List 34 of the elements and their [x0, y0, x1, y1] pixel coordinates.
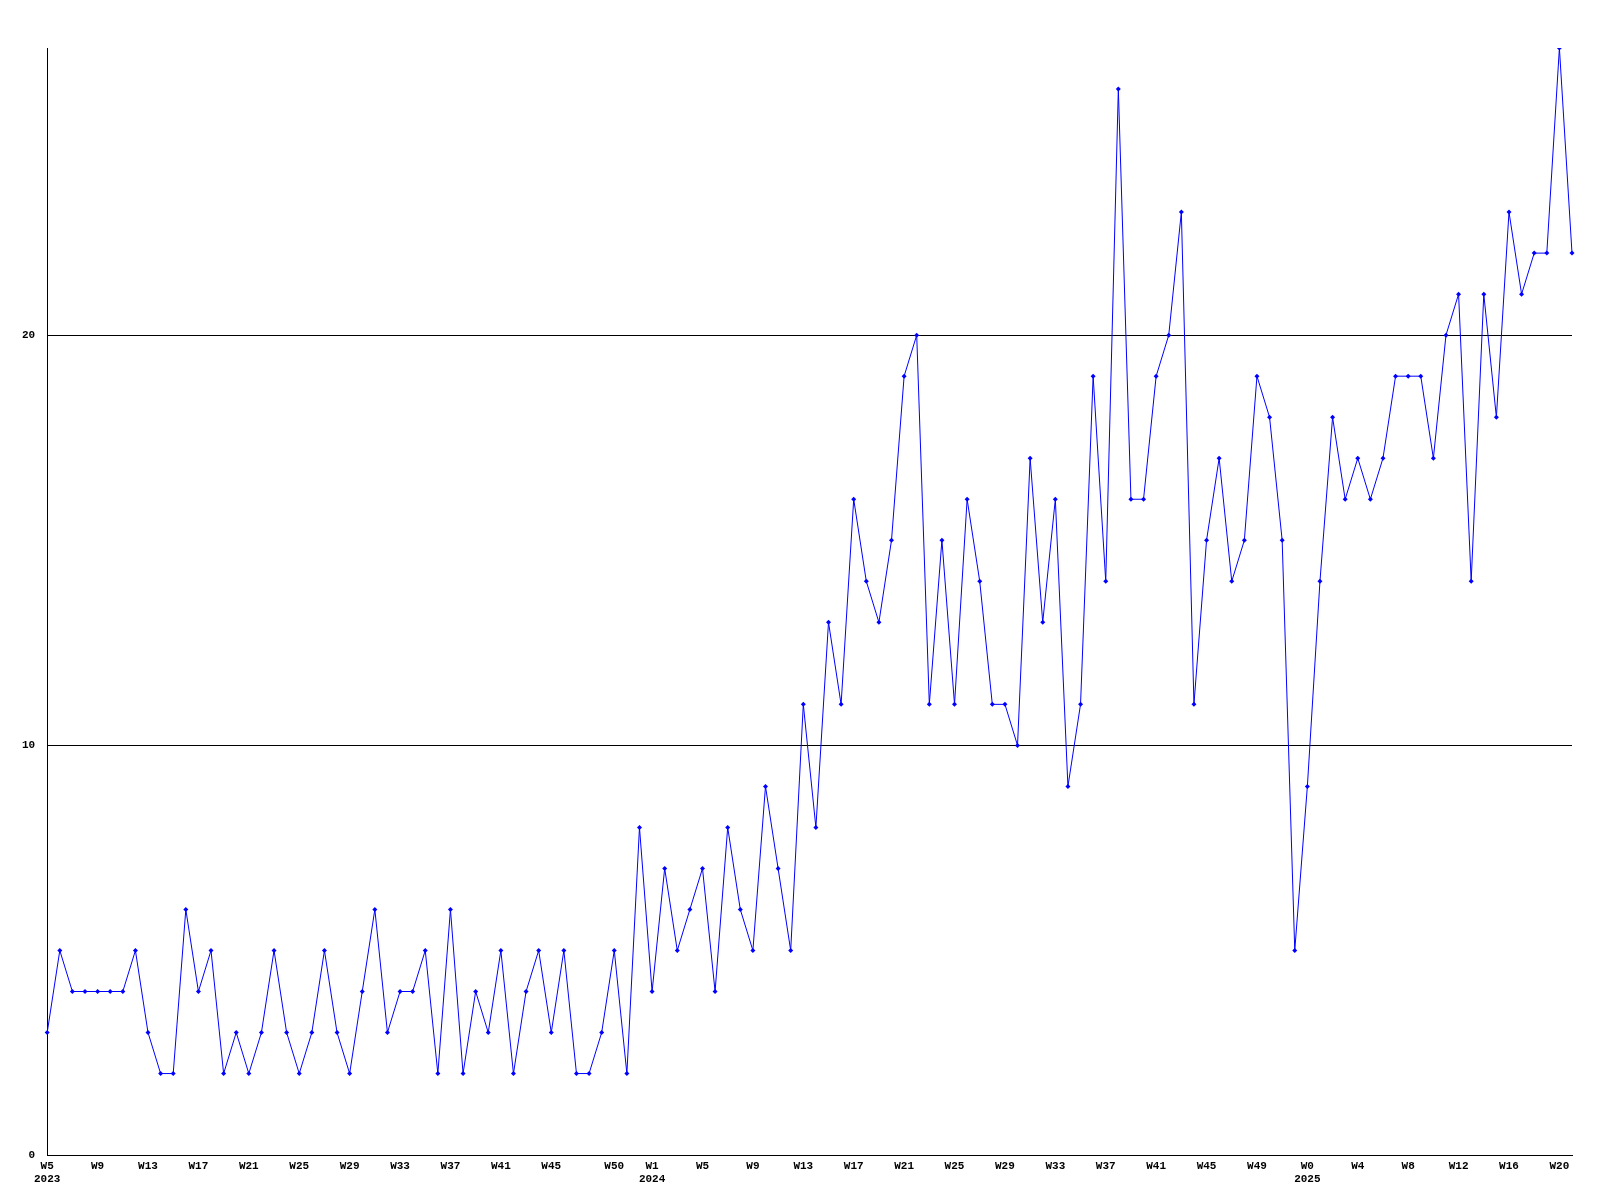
x-tick-label: W9	[91, 1159, 105, 1172]
y-tick-label: 10	[22, 739, 36, 752]
x-tick-label: W21	[238, 1159, 260, 1172]
x-tick-label: W17	[188, 1159, 209, 1172]
x-tick-label: W41	[1146, 1159, 1167, 1172]
x-tick-label: W50	[604, 1159, 625, 1172]
x-tick-label: W0 2025	[1294, 1159, 1321, 1186]
x-tick-label: W21	[894, 1159, 915, 1172]
x-tick-label: W25	[289, 1159, 310, 1172]
x-tick-label: W4	[1351, 1159, 1365, 1172]
x-tick-label: W13	[793, 1159, 814, 1172]
x-tick-label: W16	[1499, 1159, 1519, 1172]
x-tick-label: W5	[695, 1159, 710, 1172]
x-tick-label: W5 2023	[34, 1159, 61, 1186]
x-tick-label: W17	[843, 1159, 864, 1172]
x-tick-label: W33	[390, 1159, 411, 1172]
y-tick-label: 0	[28, 1149, 36, 1162]
x-tick-label: W29	[339, 1159, 360, 1172]
x-tick-label: W25	[944, 1159, 965, 1172]
x-tick-label: W29	[995, 1159, 1015, 1172]
x-tick-label: W49	[1247, 1159, 1267, 1172]
x-tick-label: W33	[1045, 1159, 1066, 1172]
x-tick-label: W9	[746, 1159, 760, 1172]
x-tick-label: W12	[1448, 1159, 1469, 1172]
x-tick-label: W37	[440, 1159, 461, 1172]
x-tick-label: W41	[490, 1159, 512, 1172]
x-tick-label: W45	[541, 1159, 562, 1172]
x-tick-label: W45	[1196, 1159, 1217, 1172]
x-tick-label: W1 2024	[638, 1159, 666, 1186]
x-tick-label: W37	[1095, 1159, 1116, 1172]
x-tick-label: W13	[138, 1159, 159, 1172]
y-tick-label: 20	[22, 328, 36, 341]
x-tick-label: W8	[1401, 1159, 1416, 1172]
x-tick-label: W20	[1549, 1159, 1570, 1172]
